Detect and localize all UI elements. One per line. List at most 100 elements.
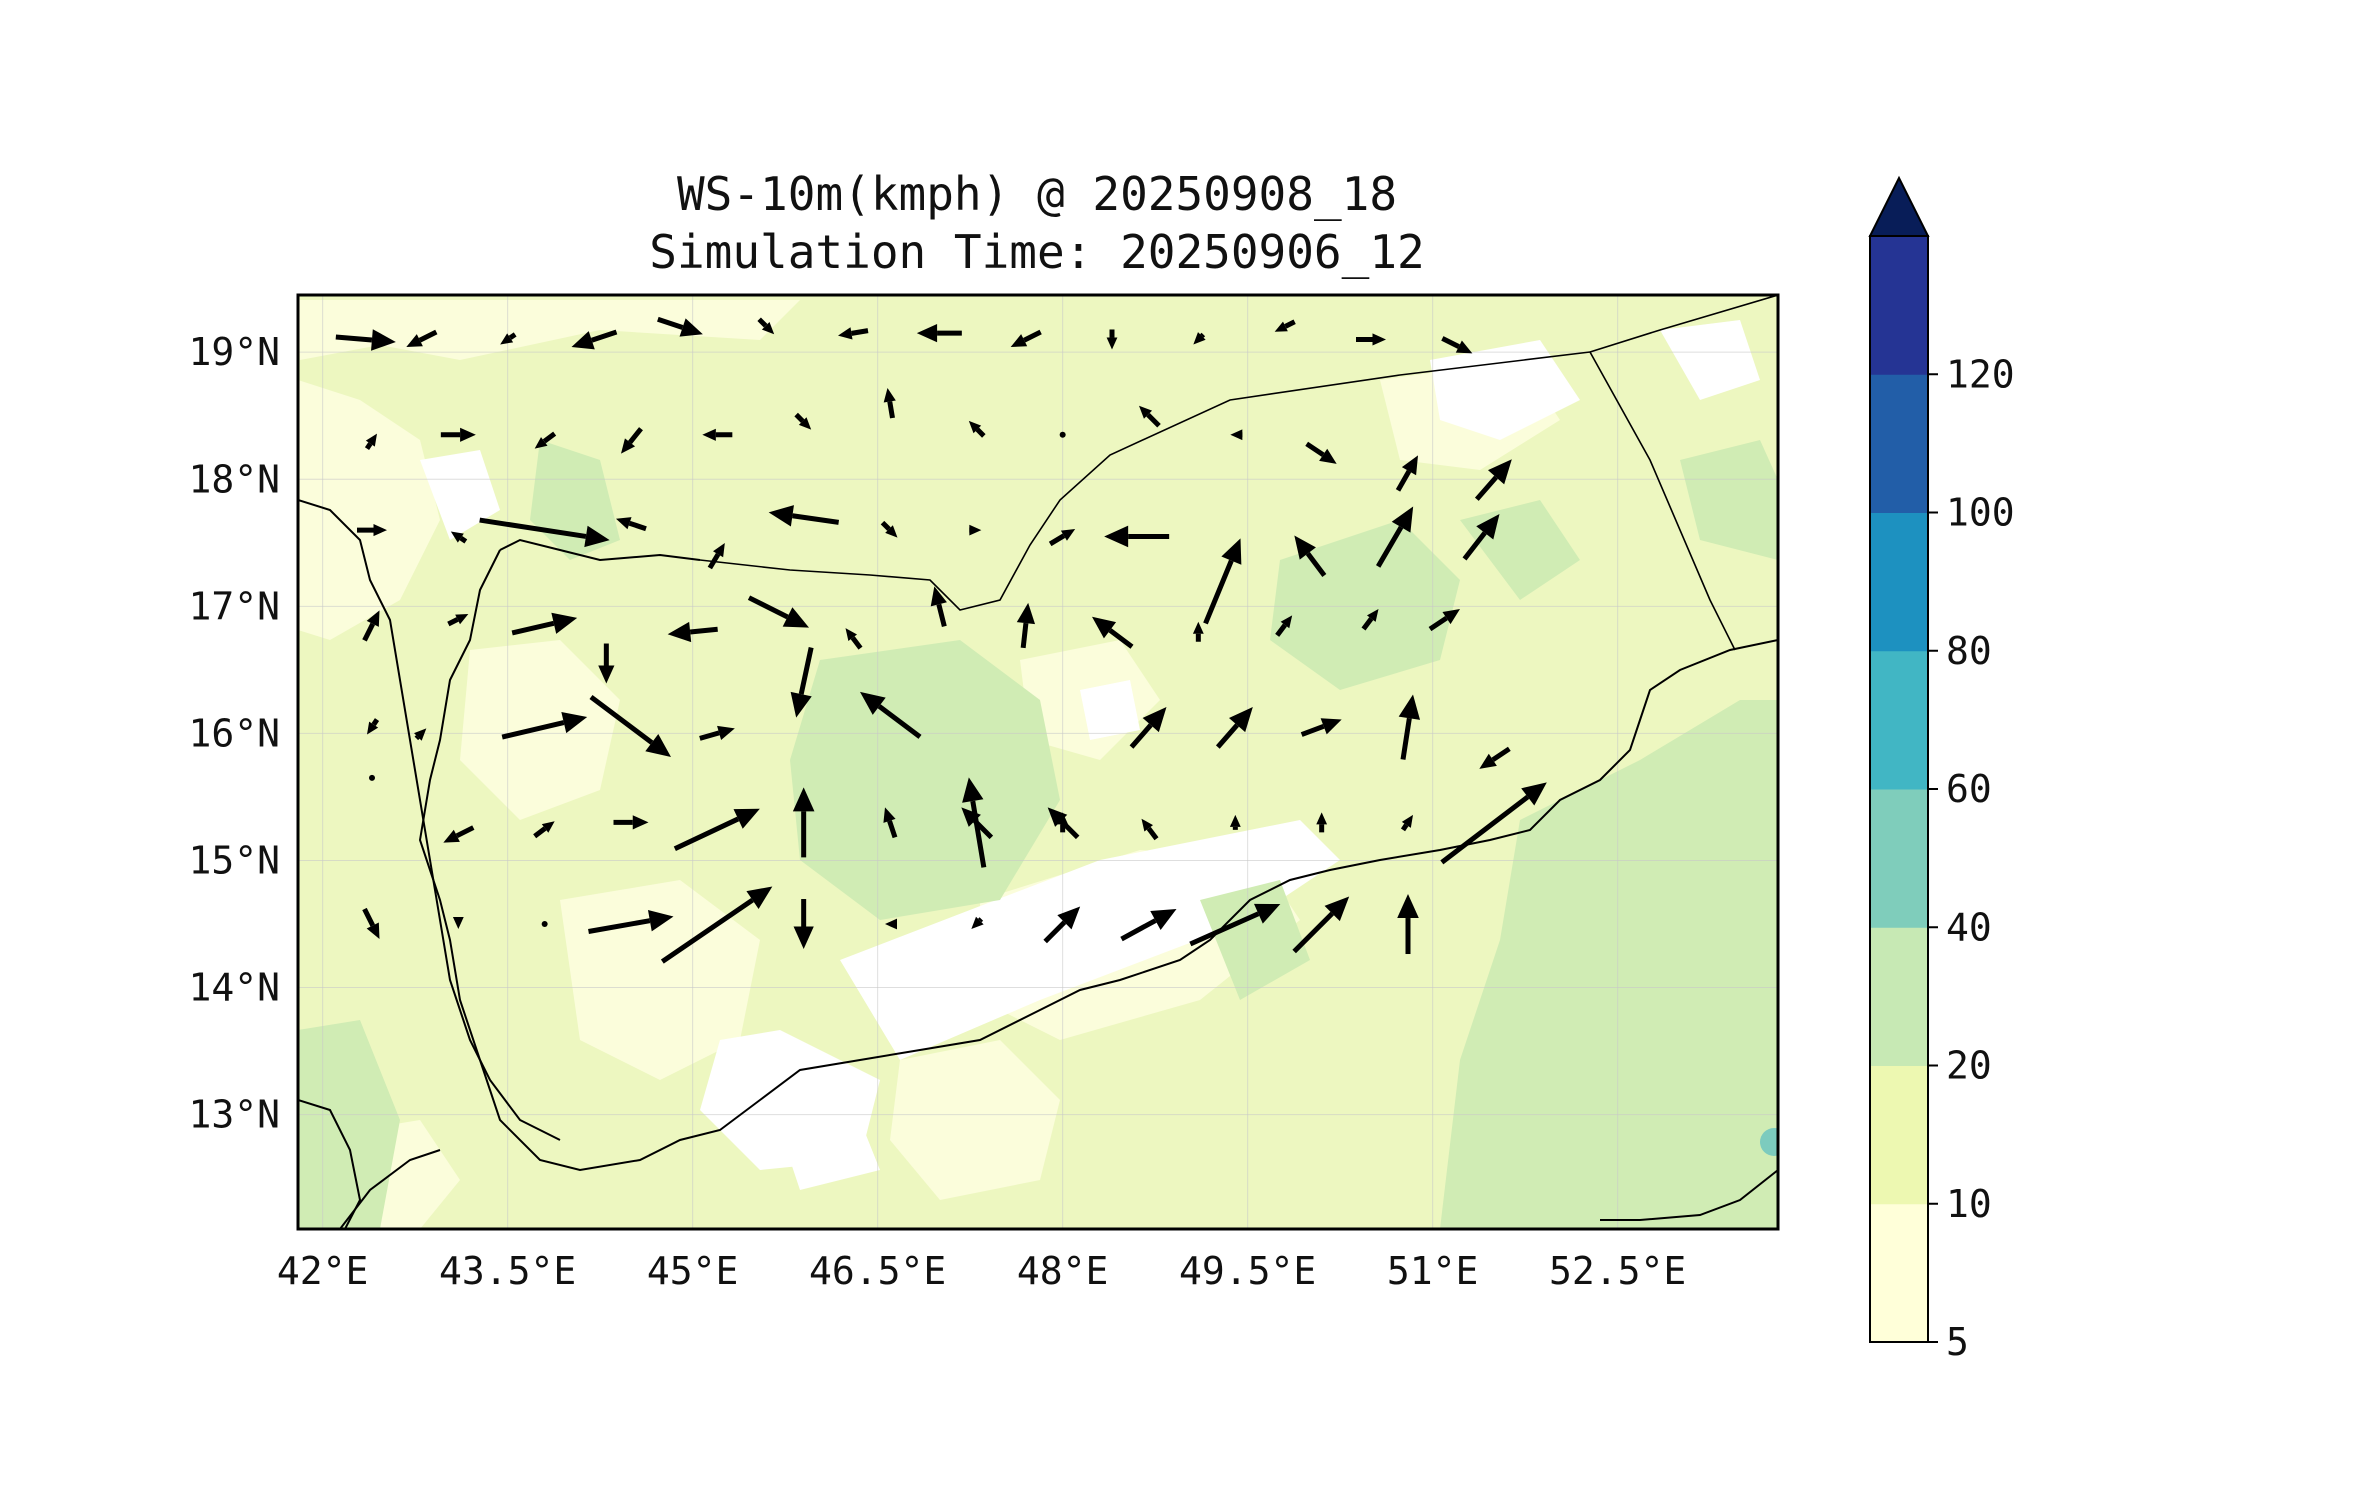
wind-vector (702, 428, 733, 441)
wind-vector (667, 621, 718, 643)
wind-vector-shaft (479, 517, 587, 539)
colorbar-segment (1870, 512, 1928, 652)
wind-vector (1139, 405, 1161, 428)
wind-vector (1479, 746, 1511, 769)
wind-vector-head (1060, 528, 1076, 541)
wind-vector (588, 910, 674, 934)
wind-vector-shaft (455, 825, 475, 839)
wind-vector (452, 917, 464, 930)
wind-vector (969, 524, 982, 536)
wind-vector-shaft (880, 520, 891, 531)
medium-patch (1200, 880, 1310, 1000)
wind-vector-head (452, 917, 464, 930)
coastline-djibouti (339, 1149, 441, 1229)
wind-vector-shaft (978, 917, 984, 923)
wind-vector-shaft (973, 819, 994, 840)
wind-vector-shaft (414, 735, 420, 741)
wind-vector (1057, 812, 1069, 833)
colorbar-segment (1870, 927, 1928, 1066)
wind-vector-shaft (877, 704, 922, 739)
wind-vector-shaft (689, 626, 718, 635)
wind-vector-head (1057, 906, 1081, 930)
wind-vector-head (1010, 334, 1028, 347)
wind-vector-shaft (335, 334, 373, 343)
wind-vector-head (1106, 337, 1118, 350)
longitude-tick-label: 48°E (1017, 1249, 1109, 1293)
figure-title-line1: WS-10m(kmph) @ 20250908_18 (677, 167, 1397, 221)
wind-vector (1189, 903, 1281, 947)
colorbar-segment (1870, 1203, 1928, 1343)
wind-vector-head (1397, 894, 1419, 919)
wind-vector-shaft (794, 412, 805, 423)
wind-vector-head (798, 417, 812, 430)
wind-vector-head (1320, 718, 1342, 735)
wind-vector-head (1487, 459, 1512, 485)
wind-vector-head (790, 691, 812, 718)
figure-title-line2: Simulation Time: 20250906_12 (649, 225, 1424, 279)
white-patch (780, 1120, 880, 1190)
latitude-tick-labels: 19°N 18°N 17°N 16°N 15°N 14°N 13°N (188, 330, 280, 1136)
wind-vector-head (1230, 429, 1243, 441)
wind-vector-shaft (628, 427, 643, 444)
wind-vector-head (366, 922, 380, 940)
wind-vector (860, 691, 922, 739)
wind-vector-head (1455, 340, 1473, 354)
wind-vector-head (561, 712, 588, 734)
wind-vector (447, 614, 469, 627)
wind-vector (1292, 896, 1350, 954)
wind-vector (621, 427, 643, 454)
wind-vector-shaft (1129, 723, 1153, 749)
wind-vector (501, 712, 588, 740)
wind-vector (1129, 707, 1167, 749)
colorbar-segment (1870, 1065, 1928, 1205)
wind-vector (364, 433, 377, 451)
wind-vector-head (1398, 694, 1421, 720)
latitude-tick-label: 13°N (188, 1093, 280, 1137)
wind-vector (1059, 431, 1066, 438)
wind-vector-shaft (511, 620, 555, 636)
wind-vector-shaft (1203, 559, 1234, 625)
wind-vector-head (1401, 455, 1418, 476)
wind-vector-head (1193, 332, 1206, 345)
wind-vector-head (746, 886, 773, 909)
wind-vector-shaft (1305, 552, 1327, 578)
wind-vector-shaft (1491, 746, 1511, 762)
coastline-arabian-red-sea (418, 549, 1778, 1172)
wind-vector (362, 610, 380, 642)
wind-vector-shaft (588, 918, 651, 934)
medium-patch (1680, 440, 1778, 560)
wind-vector (414, 728, 427, 741)
wind-vector-head (969, 524, 982, 536)
wind-vector-shaft (589, 695, 654, 745)
wind-vector-shaft (1146, 826, 1159, 841)
wind-vector (1294, 535, 1327, 578)
wind-vector-head (1057, 812, 1069, 825)
wind-vector (450, 531, 468, 544)
wind-vector (657, 316, 703, 337)
wind-vector (541, 921, 548, 928)
wind-vector (598, 643, 615, 684)
wind-vector (838, 327, 869, 340)
wind-vector-head (1521, 782, 1547, 806)
wind-vector-head (1192, 621, 1204, 634)
wind-vector-shaft (1462, 531, 1487, 561)
wind-vector-head (373, 524, 387, 537)
wind-vector (794, 412, 812, 430)
wind-vector (1230, 429, 1243, 441)
wind-vector (1395, 455, 1418, 492)
wind-vector-head (667, 621, 692, 643)
border-oman-yemen (1589, 351, 1736, 651)
wind-vector-head (1372, 333, 1386, 346)
wind-vectors (335, 316, 1547, 964)
wind-vector-head (1294, 535, 1316, 560)
wind-vector-head (1391, 506, 1414, 533)
coastlines (298, 499, 1778, 1229)
latitude-tick-label: 15°N (188, 838, 280, 882)
wind-vector (613, 815, 649, 830)
border-saudi-oman (1589, 295, 1778, 353)
calm-dot (541, 921, 548, 928)
wind-vector (1141, 818, 1159, 841)
colorbar-tick-label: 20 (1946, 1044, 1992, 1088)
colorbar-tick-label: 120 (1946, 352, 2015, 396)
wind-vector-head (616, 517, 632, 530)
